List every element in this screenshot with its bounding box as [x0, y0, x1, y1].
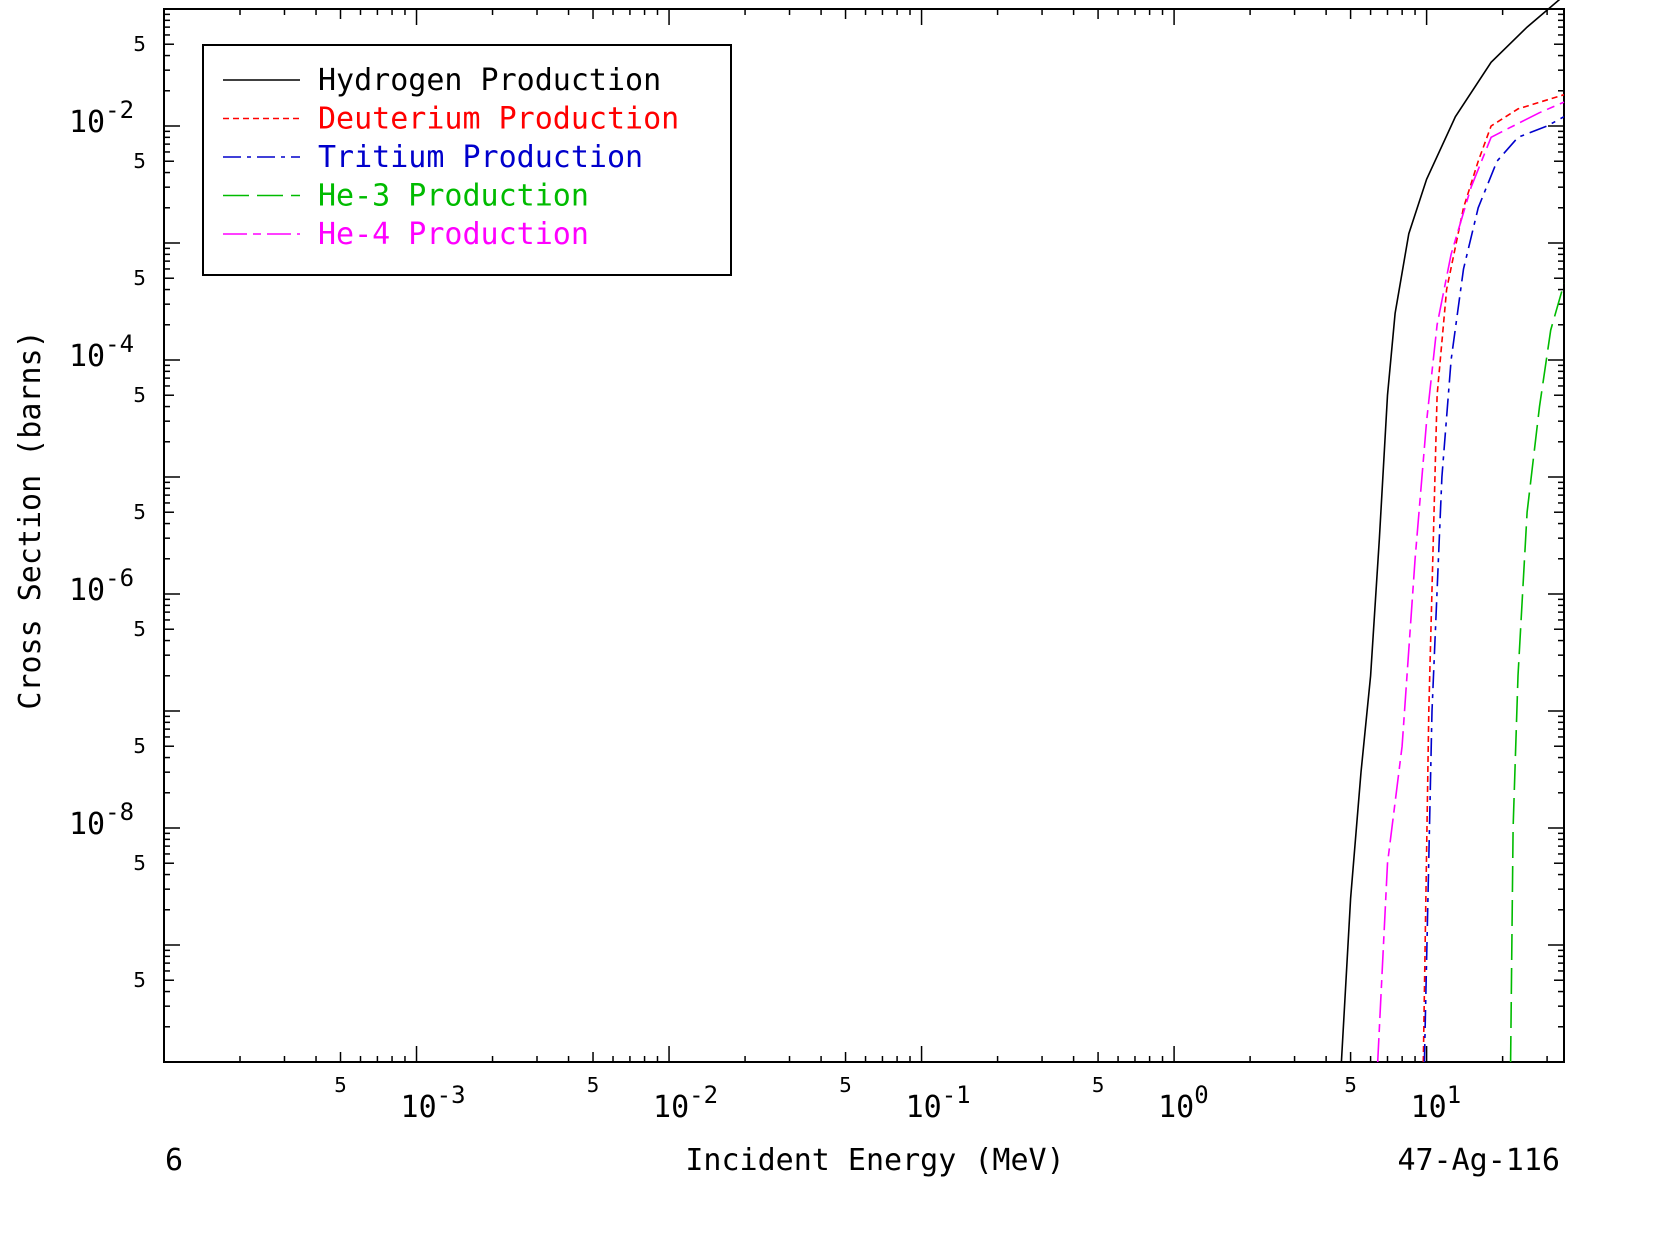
y-minor-label: 5 — [133, 32, 146, 56]
x-minor-label: 5 — [839, 1073, 852, 1097]
y-minor-label: 5 — [133, 851, 146, 875]
x-minor-label: 5 — [334, 1073, 347, 1097]
x-tick-label: 10-1 — [906, 1081, 971, 1125]
series-line-5 — [1376, 101, 1565, 1063]
plot-frame — [163, 8, 1565, 1063]
legend-label: Tritium Production — [318, 140, 643, 175]
legend: Hydrogen Production Deuterium ProductionT… — [202, 44, 732, 276]
legend-label: He-4 Production — [318, 217, 589, 252]
y-minor-label: 5 — [133, 266, 146, 290]
footer-left-label: 6 — [165, 1143, 183, 1178]
y-tick-label: 10-4 — [69, 330, 134, 374]
legend-label: He-3 Production — [318, 179, 589, 214]
y-tick-label: 10-2 — [69, 96, 134, 140]
y-tick-label: 10-8 — [69, 798, 134, 842]
y-minor-label: 5 — [133, 617, 146, 641]
y-minor-label: 5 — [133, 383, 146, 407]
legend-box — [202, 44, 732, 276]
y-tick-label: 10-6 — [69, 564, 134, 608]
x-tick-label: 100 — [1158, 1081, 1209, 1125]
axis-ticks — [163, 8, 1564, 1063]
series-line-1 — [1340, 0, 1561, 1063]
x-axis-label: Incident Energy (MeV) — [685, 1143, 1064, 1178]
y-minor-label: 5 — [133, 149, 146, 173]
footer-right-label: 47-Ag-116 — [1397, 1143, 1560, 1178]
y-axis-label: Cross Section (barns) — [13, 330, 48, 709]
y-minor-label: 5 — [133, 734, 146, 758]
x-tick-label: 10-3 — [401, 1081, 466, 1125]
y-minor-label: 5 — [133, 968, 146, 992]
y-minor-label: 5 — [133, 500, 146, 524]
legend-label: Deuterium Production — [318, 102, 679, 137]
series-line-2 — [1422, 93, 1565, 1063]
series-line-3 — [1423, 115, 1565, 1063]
x-minor-label: 5 — [1092, 1073, 1105, 1097]
legend-label: Hydrogen Production — [318, 63, 661, 98]
x-minor-label: 5 — [587, 1073, 600, 1097]
x-tick-label: 101 — [1411, 1081, 1462, 1125]
x-minor-label: 5 — [1344, 1073, 1357, 1097]
series-layer — [1340, 0, 1565, 1063]
x-tick-label: 10-2 — [653, 1081, 718, 1125]
series-line-4 — [1509, 283, 1565, 1063]
